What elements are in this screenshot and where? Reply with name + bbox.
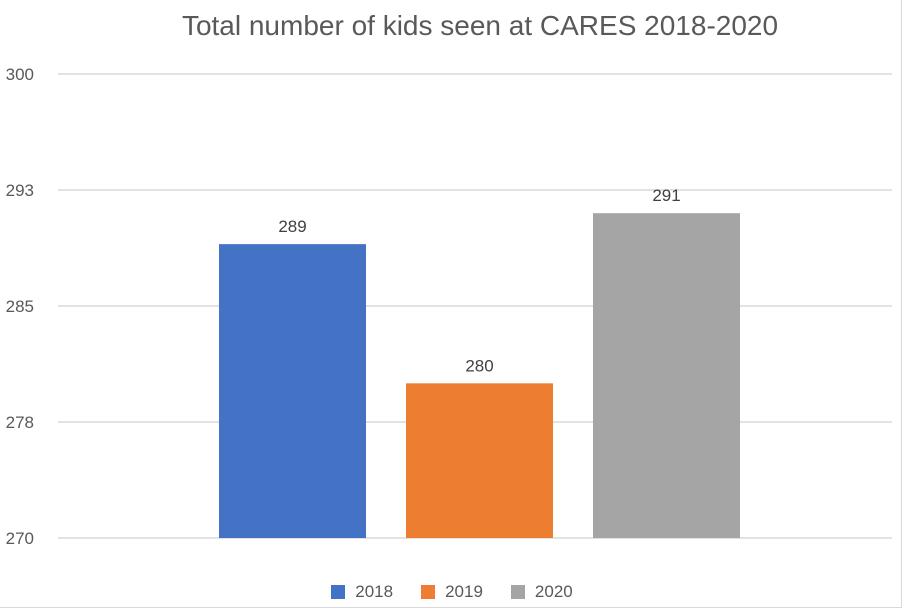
data-label-2018: 289 [278, 217, 306, 236]
data-label-2019: 280 [465, 356, 493, 375]
y-tick-label: 293 [6, 181, 34, 200]
chart-title: Total number of kids seen at CARES 2018-… [181, 10, 779, 41]
y-tick-label: 300 [6, 65, 34, 84]
bar-2018 [219, 244, 366, 538]
bar-2019 [406, 383, 553, 538]
legend-item-2018: 2018 [331, 582, 393, 602]
y-tick-label: 285 [6, 297, 34, 316]
legend-label-2019: 2019 [445, 582, 483, 601]
legend-swatch-2018 [331, 585, 346, 599]
bar-2020 [593, 213, 740, 538]
legend-label-2020: 2020 [534, 582, 573, 601]
legend-item-2020: 2020 [510, 582, 573, 602]
legend-item-2019: 2019 [421, 582, 483, 602]
y-tick-label: 278 [6, 413, 34, 432]
y-tick-label: 270 [6, 529, 34, 548]
data-label-2020: 291 [652, 186, 680, 205]
legend-swatch-2020 [510, 585, 525, 599]
legend-label-2018: 2018 [355, 582, 394, 601]
legend: 2018 2019 2020 [0, 582, 904, 602]
legend-swatch-2019 [421, 585, 436, 599]
